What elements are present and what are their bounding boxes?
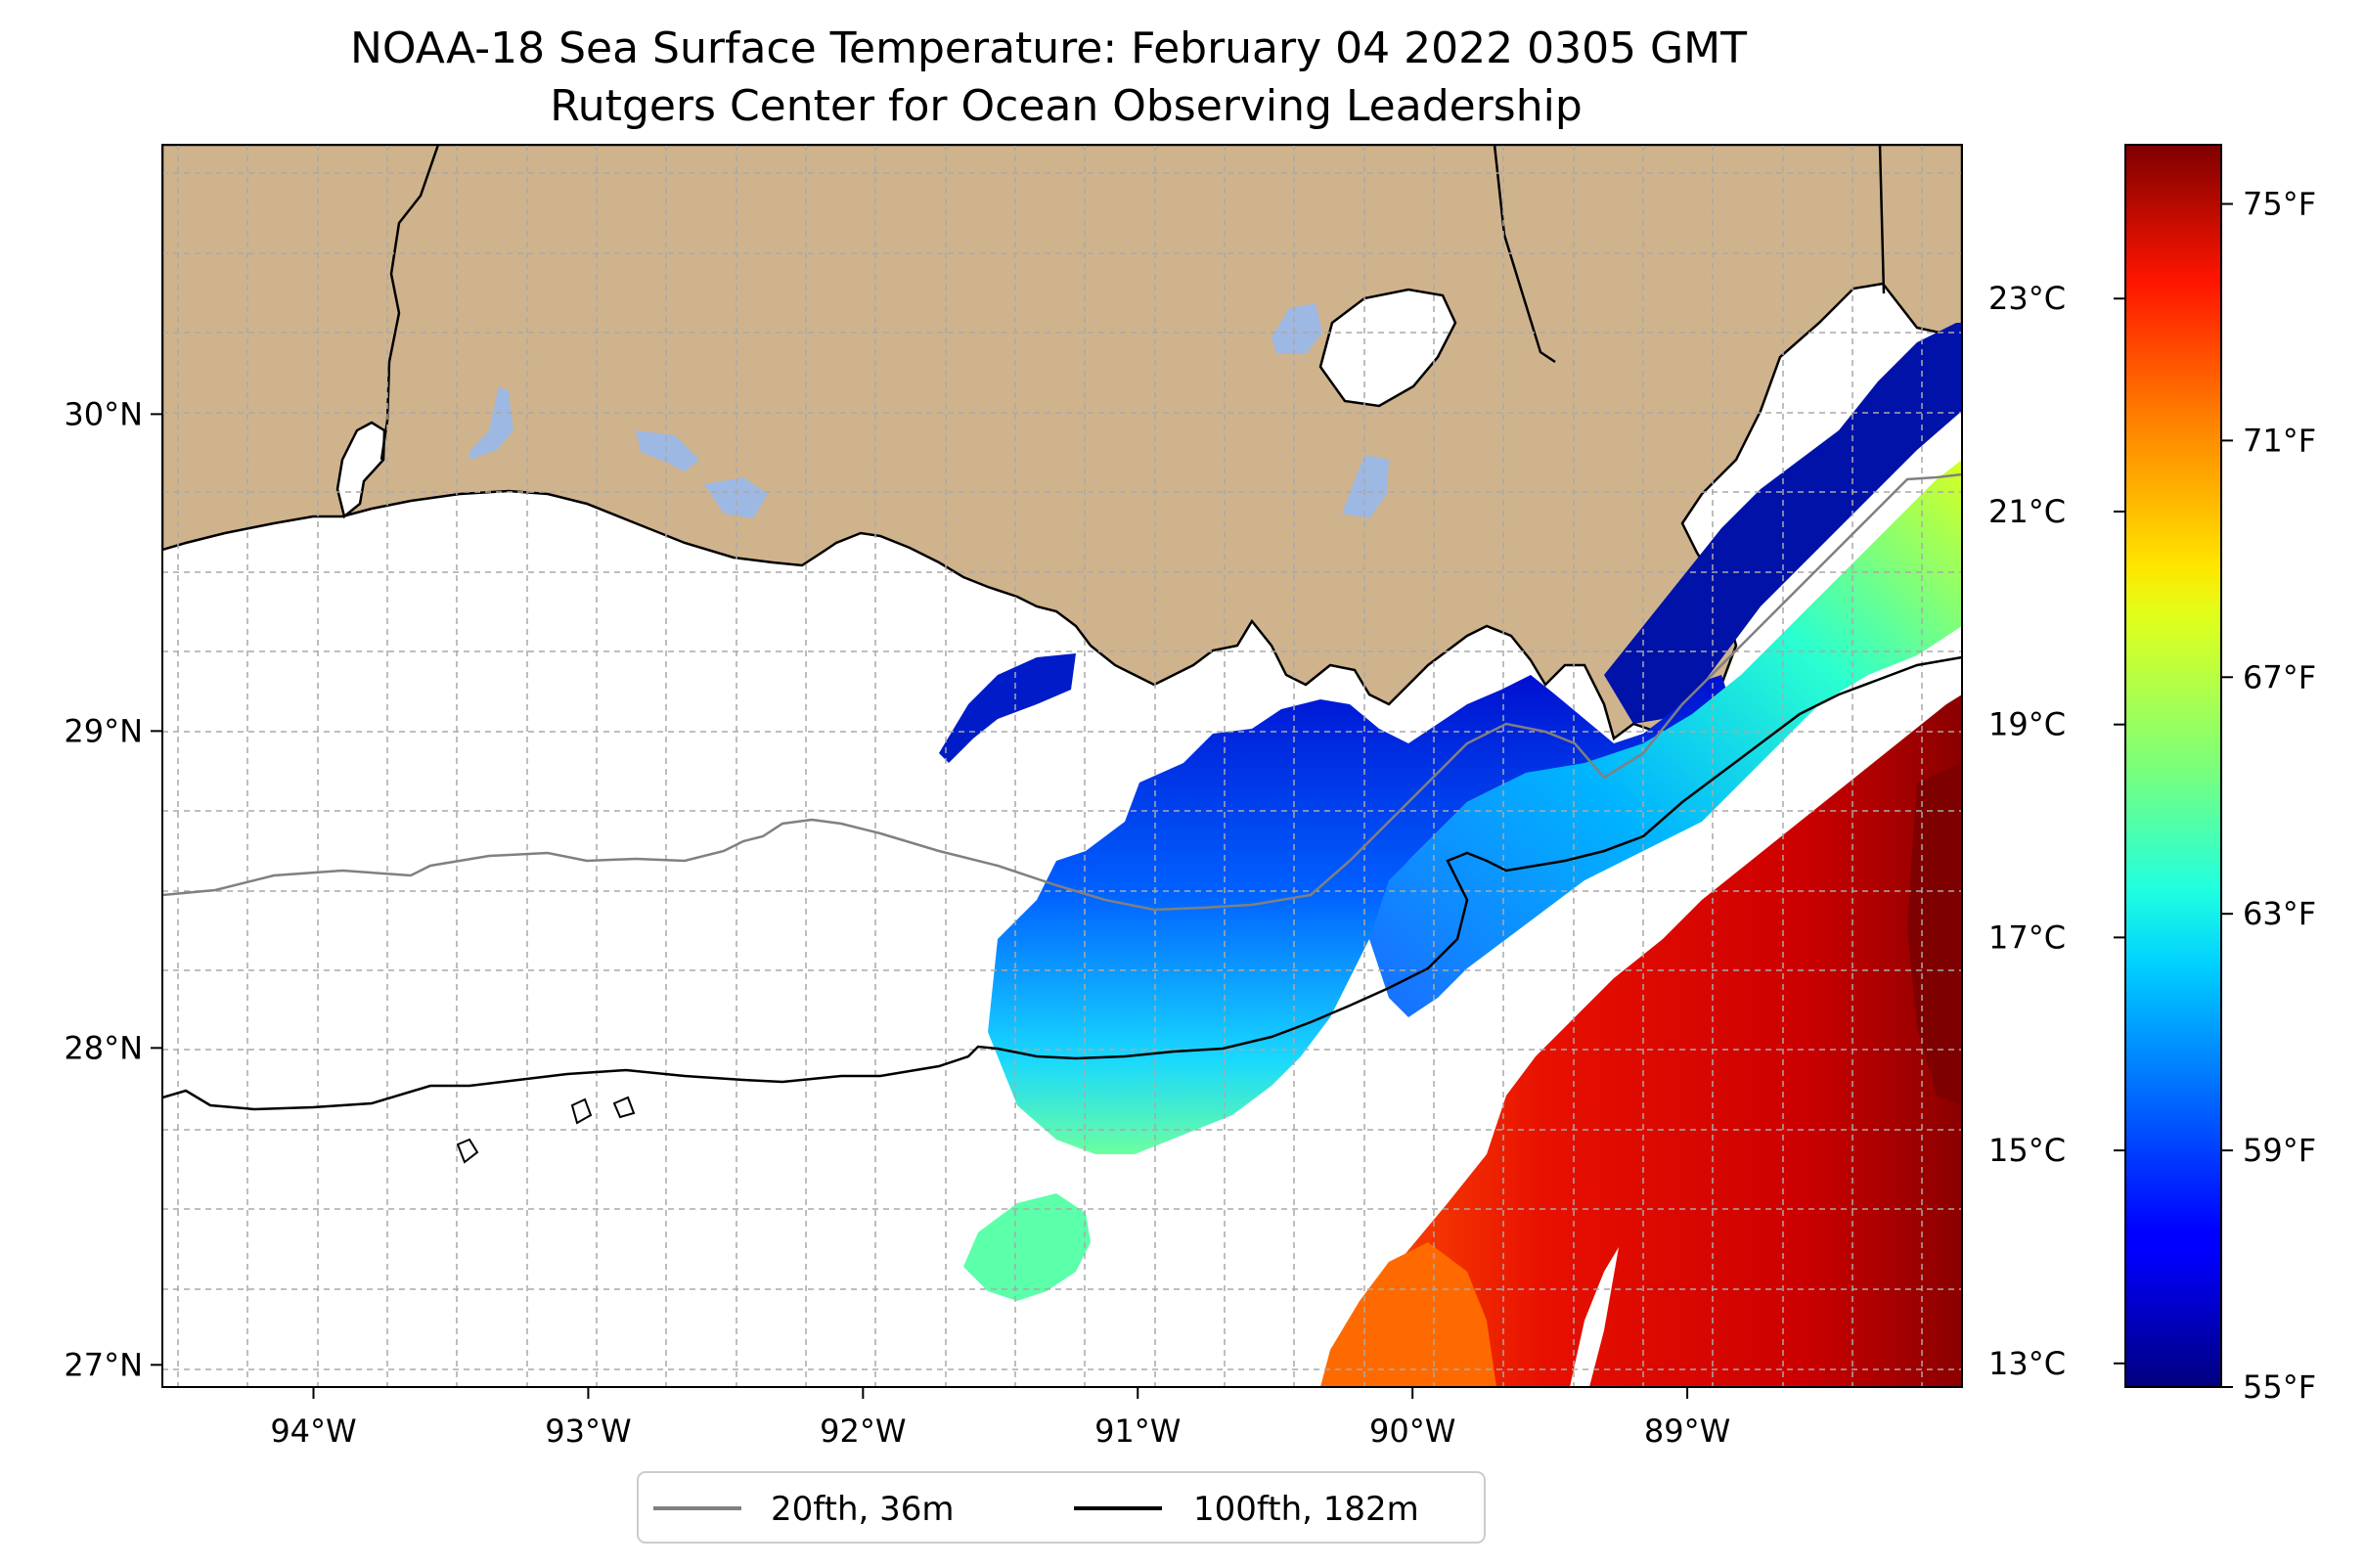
colorbar-f-tick-label: 67°F <box>2243 658 2316 695</box>
state-border-east <box>1878 145 1886 294</box>
map-gridlines <box>162 145 1962 1387</box>
colorbar-c-tick-label: 15°C <box>1988 1132 2066 1169</box>
lake-pontchartrain <box>1318 288 1457 408</box>
lake-salvador <box>704 477 768 518</box>
chart-title: NOAA-18 Sea Surface Temperature: Februar… <box>350 23 1747 73</box>
colorbar-f-tick-label: 55°F <box>2243 1368 2316 1406</box>
colorbar-c-tick-label: 21°C <box>1988 493 2066 530</box>
sst-hot-core <box>1907 763 1962 1105</box>
colorbar <box>2124 144 2222 1388</box>
contour-20fth <box>162 472 1962 912</box>
sst-shelf-green <box>1369 460 1962 1017</box>
lat-tick-label: 27°N <box>64 1346 143 1383</box>
sabine-river <box>379 145 440 461</box>
colorbar-c-tick-label: 19°C <box>1988 706 2066 743</box>
sst-south-green <box>963 1193 1091 1301</box>
colorbar-c-tick-label: 23°C <box>1988 280 2066 317</box>
legend-label-100fth: 100fth, 182m <box>1193 1490 1419 1529</box>
lon-tick-label: 93°W <box>545 1412 631 1450</box>
lat-tick-label: 29°N <box>64 712 143 749</box>
lat-tick-label: 30°N <box>64 395 143 432</box>
legend: 20fth, 36m 100fth, 182m <box>637 1471 1486 1544</box>
lat-tick-label: 28°N <box>64 1029 143 1066</box>
colorbar-f-tick-label: 63°F <box>2243 895 2316 932</box>
lake-grand <box>636 430 699 471</box>
colorbar-celsius-axis: 13°C 15°C 17°C 19°C 21°C 23°C <box>1988 280 2125 1382</box>
sst-cold-shelf <box>988 675 1731 1154</box>
sst-warm-offshore <box>1320 694 1962 1387</box>
lake-cataouatche <box>1342 455 1389 518</box>
colorbar-f-tick-label: 71°F <box>2243 422 2316 459</box>
latitude-axis: 27°N 28°N 29°N 30°N <box>64 395 162 1383</box>
colorbar-f-tick-label: 75°F <box>2243 185 2316 222</box>
state-border <box>1493 145 1556 364</box>
colorbar-fahrenheit-axis: 55°F 59°F 63°F 67°F 71°F 75°F <box>2221 185 2316 1406</box>
bank-outline-3 <box>612 1096 636 1119</box>
lon-tick-label: 89°W <box>1644 1412 1730 1450</box>
lon-tick-label: 94°W <box>270 1412 356 1450</box>
sst-cold-northwest <box>939 653 1076 763</box>
map-frame <box>161 144 1963 1388</box>
lon-tick-label: 91°W <box>1094 1412 1181 1450</box>
colorbar-c-tick-label: 17°C <box>1988 918 2066 956</box>
lake-maurepas <box>1272 303 1322 354</box>
contour-100fth <box>162 655 1962 1111</box>
lake-white <box>469 386 513 460</box>
bank-outline-2 <box>570 1098 593 1125</box>
bank-outline-1 <box>456 1138 479 1164</box>
legend-box <box>637 1471 1486 1544</box>
longitude-axis: 94°W 93°W 92°W 91°W 90°W 89°W <box>270 1387 1730 1450</box>
map-area <box>162 145 1962 1387</box>
chart-subtitle: Rutgers Center for Ocean Observing Leade… <box>550 81 1583 131</box>
colorbar-f-tick-label: 59°F <box>2243 1132 2316 1169</box>
colorbar-c-tick-label: 13°C <box>1988 1345 2066 1382</box>
cloud-gap <box>1570 1247 1619 1387</box>
lon-tick-label: 90°W <box>1369 1412 1455 1450</box>
lon-tick-label: 92°W <box>820 1412 906 1450</box>
legend-label-20fth: 20fth, 36m <box>771 1490 955 1529</box>
